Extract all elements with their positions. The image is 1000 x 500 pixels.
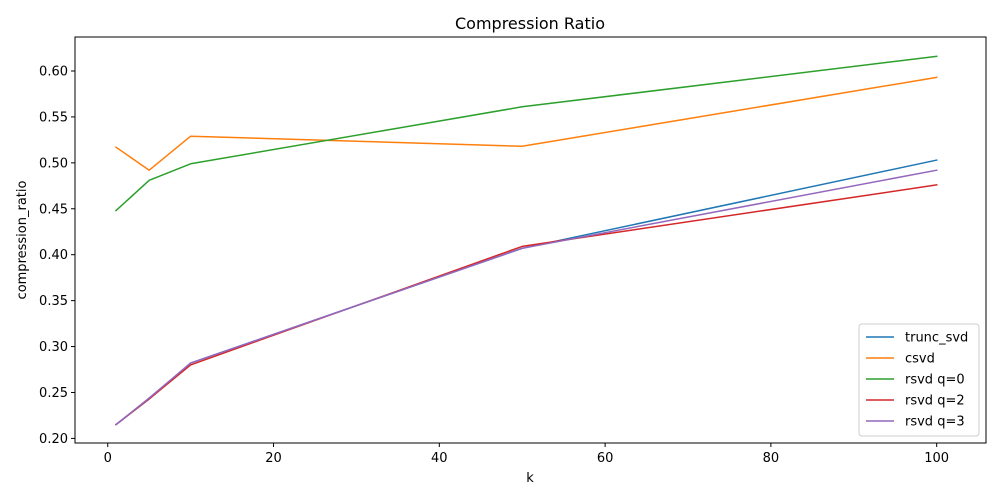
legend-label-0: trunc_svd	[905, 331, 968, 346]
x-axis-label: k	[526, 471, 534, 486]
x-tick-label: 0	[104, 451, 112, 466]
series-line-2	[114, 55, 938, 212]
y-axis-ticks: 0.20 0.25 0.30 0.35 0.40 0.45 0.50 0.55 0.60	[39, 64, 75, 447]
x-tick-label: 20	[265, 451, 282, 466]
y-tick-label: 0.50	[39, 156, 68, 171]
y-tick-label: 0.45	[39, 202, 68, 217]
y-tick-label: 0.30	[39, 340, 68, 355]
plot-area	[75, 37, 986, 443]
plot-frame	[74, 36, 987, 444]
legend-label-2: rsvd q=0	[905, 373, 965, 388]
x-tick-label: 100	[924, 451, 949, 466]
y-tick-label: 0.55	[39, 110, 68, 125]
x-tick-label: 80	[763, 451, 780, 466]
legend-label-1: csvd	[905, 352, 935, 367]
y-tick-label: 0.60	[39, 64, 68, 79]
y-axis-label: compression_ratio	[15, 181, 30, 300]
y-tick-label: 0.25	[39, 386, 68, 401]
series-layer	[114, 55, 938, 426]
chart-title: Compression Ratio	[455, 14, 605, 33]
legend-label-4: rsvd q=3	[905, 415, 965, 430]
legend-label-3: rsvd q=2	[905, 394, 965, 409]
x-tick-label: 60	[597, 451, 614, 466]
legend-box	[858, 323, 980, 437]
series-line-1	[114, 76, 938, 171]
x-tick-label: 40	[431, 451, 448, 466]
series-line-4	[114, 169, 938, 426]
x-axis-ticks: 0 20 40 60 80 100	[104, 443, 949, 466]
y-tick-label: 0.40	[39, 248, 68, 263]
y-tick-label: 0.20	[39, 432, 68, 447]
y-tick-label: 0.35	[39, 294, 68, 309]
